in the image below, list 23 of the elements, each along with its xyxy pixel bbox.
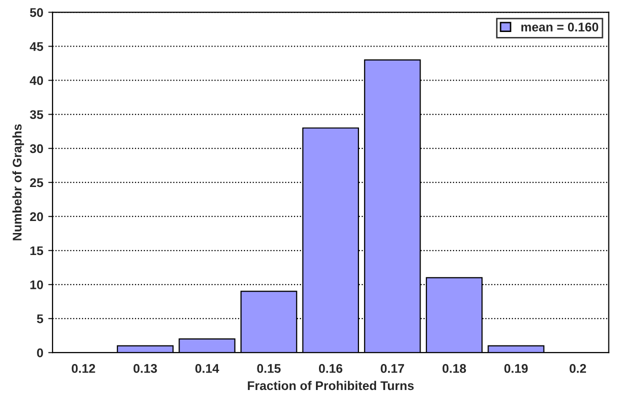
x-tick-label: 0.12	[72, 364, 96, 373]
y-tick-label: 45	[30, 42, 44, 51]
x-tick-label: 0.2	[570, 364, 586, 373]
x-tick-label: 0.13	[134, 364, 157, 373]
y-tick-label: 35	[30, 110, 44, 120]
y-tick-label: 20	[30, 212, 43, 222]
x-tick-label: 0.18	[442, 364, 466, 373]
y-tick-label: 15	[30, 246, 44, 256]
y-tick-label: 10	[30, 280, 43, 290]
y-axis-title: Numbebr of Graphs	[12, 124, 24, 240]
y-tick-label: 0	[37, 348, 43, 358]
y-tick-label: 25	[30, 178, 44, 188]
legend-label: mean = 0.160	[521, 22, 598, 32]
x-tick-label: 0.14	[195, 364, 220, 373]
x-tick-label: 0.19	[504, 364, 528, 373]
x-tick-label: 0.15	[257, 364, 281, 373]
y-tick-label: 50	[30, 8, 43, 17]
x-axis-title: Fraction of Prohibited Turns	[248, 380, 414, 390]
y-tick-label: 5	[36, 314, 44, 324]
y-tick-label: 30	[30, 144, 43, 154]
y-tick-label: 40	[30, 76, 43, 86]
x-tick-label: 0.16	[318, 364, 342, 373]
x-tick-label: 0.17	[380, 364, 404, 373]
